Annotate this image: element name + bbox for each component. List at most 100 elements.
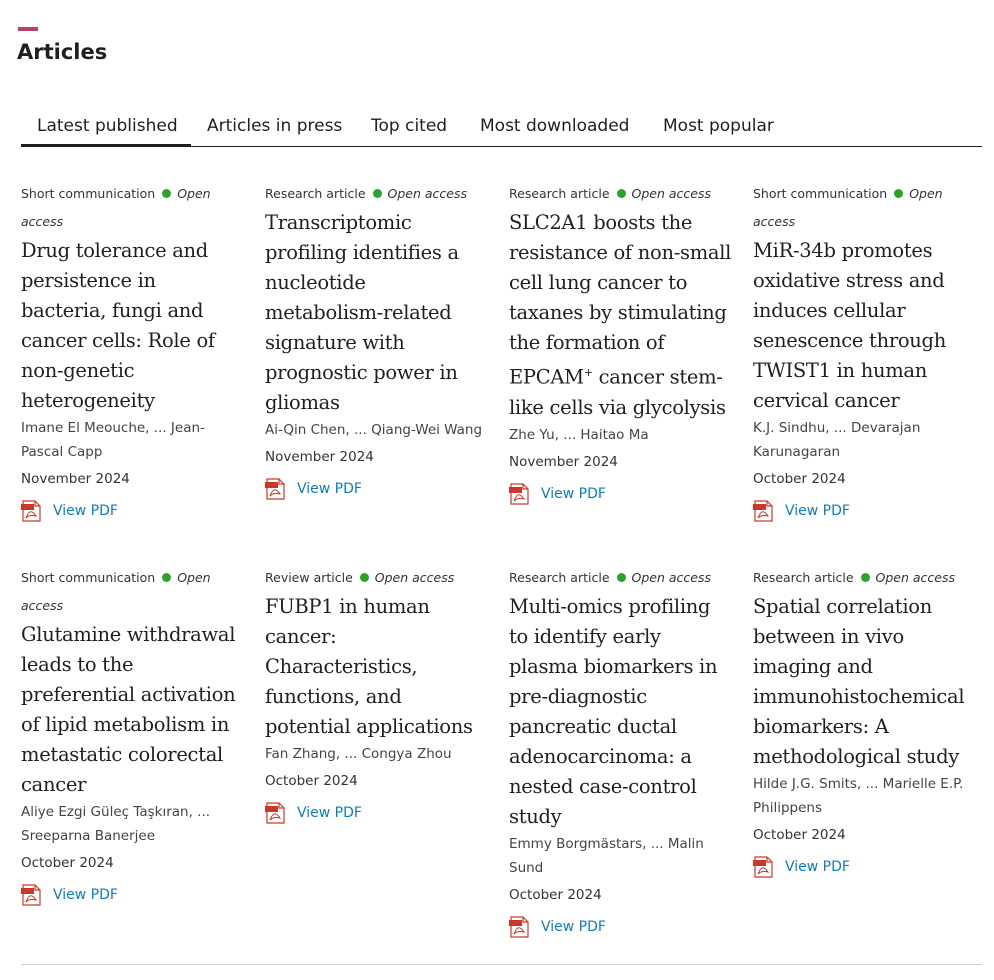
article-title-link[interactable]: SLC2A1 boosts the resistance of non-smal… — [509, 208, 733, 423]
bottom-divider — [21, 964, 982, 965]
open-access-dot-icon — [162, 573, 172, 582]
article-authors: Aliye Ezgi Güleç Taşkıran, ... Sreeparna… — [21, 804, 211, 844]
article-authors: Hilde J.G. Smits, ... Marielle E.P. Phil… — [753, 776, 964, 816]
open-access-label: Open access — [374, 570, 455, 585]
open-access-label: Open access — [631, 186, 712, 201]
article-type: Review article — [265, 570, 353, 585]
article-meta: Research article Open access — [753, 564, 977, 592]
open-access-dot-icon — [616, 189, 626, 198]
article-authors: K.J. Sindhu, ... Devarajan Karunagaran — [753, 420, 921, 460]
article-card: Review article Open access FUBP1 in human… — [265, 564, 489, 824]
open-access-dot-icon — [162, 189, 172, 198]
view-pdf-label: View PDF — [785, 503, 850, 519]
article-date: November 2024 — [265, 449, 374, 465]
article-card: Short communication Open access Glutamine… — [21, 564, 245, 906]
pdf-file-icon — [265, 802, 286, 824]
tab-latest-published[interactable]: Latest published — [21, 116, 191, 147]
pdf-file-icon — [509, 916, 530, 938]
section-title: Articles — [17, 40, 108, 64]
article-authors: Imane El Meouche, ... Jean-Pascal Capp — [21, 420, 205, 460]
article-card: Research article Open access Multi-omics … — [509, 564, 733, 938]
article-tabs: Latest published Articles in press Top c… — [21, 112, 982, 147]
article-meta: Research article Open access — [509, 180, 733, 208]
open-access-dot-icon — [894, 189, 904, 198]
article-meta: Short communication Open access — [753, 180, 977, 236]
section-accent-bar — [18, 27, 38, 31]
view-pdf-link[interactable]: View PDF — [21, 500, 245, 522]
view-pdf-label: View PDF — [53, 887, 118, 903]
tab-top-cited[interactable]: Top cited — [371, 116, 448, 136]
tab-articles-in-press[interactable]: Articles in press — [207, 116, 343, 136]
article-meta: Research article Open access — [509, 564, 733, 592]
article-type: Short communication — [21, 186, 156, 201]
open-access-dot-icon — [359, 573, 369, 582]
view-pdf-link[interactable]: View PDF — [509, 482, 733, 505]
article-type: Short communication — [21, 570, 156, 585]
article-title-text: SLC2A1 boosts the resistance of non-smal… — [509, 211, 732, 389]
article-title-link[interactable]: Transcriptomic profiling identifies a nu… — [265, 211, 459, 414]
open-access-label: Open access — [21, 186, 211, 229]
open-access-label: Open access — [875, 570, 956, 585]
article-card: Short communication Open access Drug tole… — [21, 180, 245, 522]
article-meta: Research article Open access — [265, 180, 489, 208]
open-access-dot-icon — [616, 573, 626, 582]
article-title-link[interactable]: Glutamine withdrawal leads to the prefer… — [21, 623, 236, 796]
article-type: Research article — [753, 570, 854, 585]
view-pdf-label: View PDF — [297, 481, 362, 497]
article-title-link[interactable]: Drug tolerance and persistence in bacter… — [21, 239, 215, 412]
pdf-file-icon — [753, 856, 774, 878]
article-title-link[interactable]: Multi-omics profiling to identify early … — [509, 595, 718, 828]
article-date: October 2024 — [753, 471, 846, 487]
tab-most-popular[interactable]: Most popular — [663, 116, 774, 136]
view-pdf-link[interactable]: View PDF — [753, 856, 977, 878]
article-title-superscript: + — [583, 366, 593, 379]
view-pdf-label: View PDF — [541, 485, 606, 502]
article-card: Short communication Open access MiR-34b p… — [753, 180, 977, 522]
article-authors: Ai-Qin Chen, ... Qiang-Wei Wang — [265, 422, 483, 438]
open-access-label: Open access — [631, 570, 712, 585]
article-title-link[interactable]: FUBP1 in human cancer: Characteristics, … — [265, 595, 473, 738]
article-authors: Emmy Borgmästars, ... Malin Sund — [509, 836, 704, 876]
open-access-label: Open access — [21, 570, 211, 613]
view-pdf-label: View PDF — [785, 859, 850, 875]
article-title-link[interactable]: Spatial correlation between in vivo imag… — [753, 595, 965, 768]
pdf-file-icon — [21, 500, 42, 522]
pdf-file-icon — [21, 884, 42, 906]
view-pdf-label: View PDF — [53, 503, 118, 519]
article-date: November 2024 — [21, 471, 130, 487]
article-card: Research article Open access Transcriptom… — [265, 180, 489, 500]
article-title-link[interactable]: MiR-34b promotes oxidative stress and in… — [753, 239, 946, 412]
view-pdf-link[interactable]: View PDF — [509, 916, 733, 938]
tab-most-downloaded[interactable]: Most downloaded — [480, 116, 630, 136]
pdf-file-icon — [509, 482, 530, 505]
open-access-label: Open access — [753, 186, 943, 229]
article-meta: Short communication Open access — [21, 180, 245, 236]
article-type: Short communication — [753, 186, 888, 201]
article-date: October 2024 — [753, 827, 846, 843]
article-type: Research article — [265, 186, 366, 201]
view-pdf-link[interactable]: View PDF — [265, 802, 489, 824]
article-date: November 2024 — [509, 453, 618, 470]
article-type: Research article — [509, 570, 610, 585]
view-pdf-link[interactable]: View PDF — [21, 884, 245, 906]
open-access-label: Open access — [387, 186, 468, 201]
article-title-text-end: cancer stem-like cells via glycolysis — [509, 365, 726, 419]
view-pdf-label: View PDF — [541, 919, 606, 935]
pdf-file-icon — [265, 478, 286, 500]
article-date: October 2024 — [265, 773, 358, 789]
open-access-dot-icon — [860, 573, 870, 582]
view-pdf-label: View PDF — [297, 805, 362, 821]
article-meta: Review article Open access — [265, 564, 489, 592]
article-authors: Fan Zhang, ... Congya Zhou — [265, 746, 452, 762]
article-card: Research article Open access Spatial corr… — [753, 564, 977, 878]
open-access-dot-icon — [372, 189, 382, 198]
article-authors: Zhe Yu, ... Haitao Ma — [509, 426, 649, 443]
article-meta: Short communication Open access — [21, 564, 245, 620]
article-card: Research article Open access SLC2A1 boost… — [509, 180, 733, 505]
article-date: October 2024 — [509, 887, 602, 903]
view-pdf-link[interactable]: View PDF — [265, 478, 489, 500]
pdf-file-icon — [753, 500, 774, 522]
view-pdf-link[interactable]: View PDF — [753, 500, 977, 522]
article-type: Research article — [509, 186, 610, 201]
article-date: October 2024 — [21, 855, 114, 871]
